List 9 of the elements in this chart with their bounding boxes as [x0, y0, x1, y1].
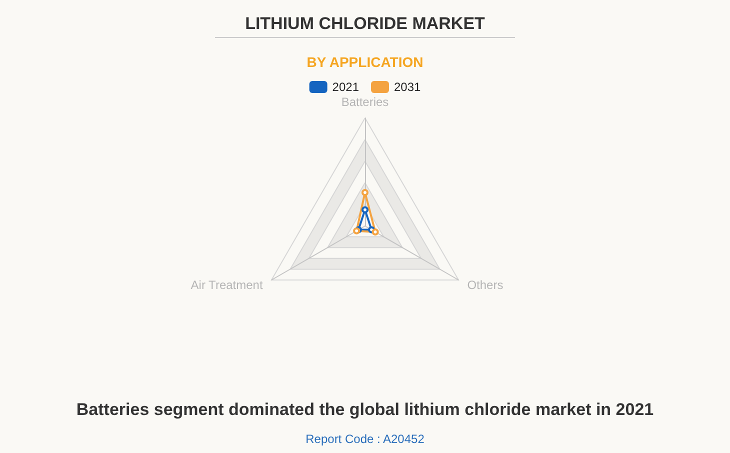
spoke-label: Batteries	[341, 95, 389, 109]
spoke-label: Air Treatment	[190, 278, 264, 292]
spoke-label: Others	[467, 278, 504, 292]
legend-label: 2031	[394, 80, 422, 94]
text: Batteries segment dominated the global lithium chloride market in 2021	[76, 400, 654, 419]
text: Report Code : A20452	[306, 432, 425, 446]
chart-subtitle: BY APPLICATION	[306, 54, 424, 70]
legend-label: 2021	[332, 80, 360, 94]
chart-title: LITHIUM CHLORIDE MARKET	[245, 14, 486, 33]
